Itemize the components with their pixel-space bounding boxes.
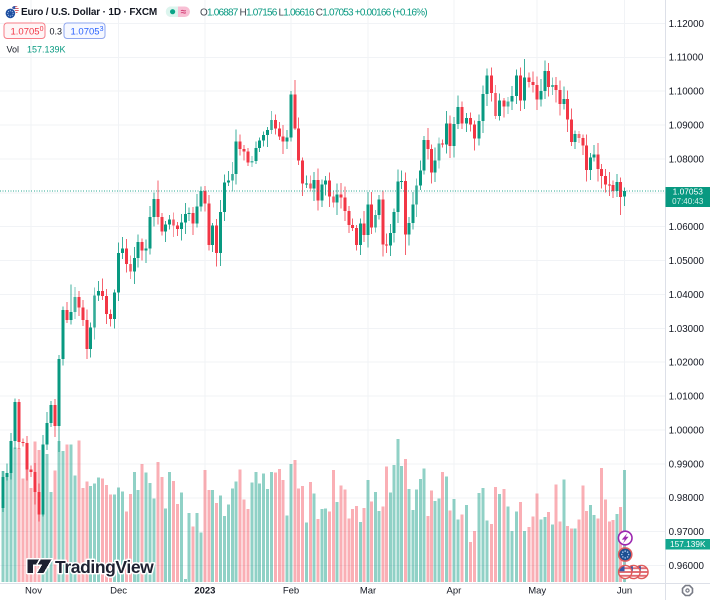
svg-text:1.01000: 1.01000 bbox=[669, 392, 705, 403]
svg-text:0.96000: 0.96000 bbox=[669, 561, 705, 572]
svg-text:07:40:43: 07:40:43 bbox=[672, 197, 704, 206]
svg-text:Apr: Apr bbox=[447, 586, 462, 597]
svg-text:0.99000: 0.99000 bbox=[669, 459, 705, 470]
svg-text:0.97000: 0.97000 bbox=[669, 527, 705, 538]
svg-text:Mar: Mar bbox=[360, 586, 376, 597]
svg-text:1.07053: 1.07053 bbox=[71, 26, 104, 38]
svg-text:1.07050: 1.07050 bbox=[11, 26, 44, 38]
svg-text:May: May bbox=[528, 586, 546, 597]
svg-text:Feb: Feb bbox=[283, 586, 299, 597]
svg-text:Vol: Vol bbox=[7, 45, 20, 55]
svg-text:1.11000: 1.11000 bbox=[669, 53, 704, 64]
svg-text:1.12000: 1.12000 bbox=[669, 19, 705, 30]
svg-text:Nov: Nov bbox=[25, 586, 42, 597]
svg-text:1.09000: 1.09000 bbox=[669, 120, 705, 131]
svg-text:1.07053: 1.07053 bbox=[673, 187, 704, 197]
svg-text:0.3: 0.3 bbox=[50, 26, 63, 36]
svg-text:1.05000: 1.05000 bbox=[669, 256, 705, 267]
svg-text:Jun: Jun bbox=[617, 586, 632, 597]
svg-text:157.139K: 157.139K bbox=[670, 539, 706, 549]
svg-text:1.04000: 1.04000 bbox=[669, 290, 705, 301]
svg-text:≈: ≈ bbox=[181, 7, 187, 18]
svg-text:TradingView: TradingView bbox=[55, 557, 154, 577]
svg-text:2023: 2023 bbox=[194, 586, 215, 597]
svg-text:0.98000: 0.98000 bbox=[669, 493, 705, 504]
svg-text:1.06000: 1.06000 bbox=[669, 222, 705, 233]
svg-text:1.00000: 1.00000 bbox=[669, 425, 705, 436]
svg-text:O1.06887 H1.07156 L1.06616 C1.: O1.06887 H1.07156 L1.06616 C1.07053 +0.0… bbox=[200, 7, 427, 18]
svg-text:Euro / U.S. Dollar · 1D · FXCM: Euro / U.S. Dollar · 1D · FXCM bbox=[21, 7, 157, 18]
svg-text:1.10000: 1.10000 bbox=[669, 87, 705, 98]
svg-text:1.03000: 1.03000 bbox=[669, 324, 705, 335]
svg-text:1.08000: 1.08000 bbox=[669, 154, 705, 165]
svg-text:157.139K: 157.139K bbox=[27, 45, 66, 55]
svg-text:Dec: Dec bbox=[110, 586, 127, 597]
svg-text:1.02000: 1.02000 bbox=[669, 358, 705, 369]
